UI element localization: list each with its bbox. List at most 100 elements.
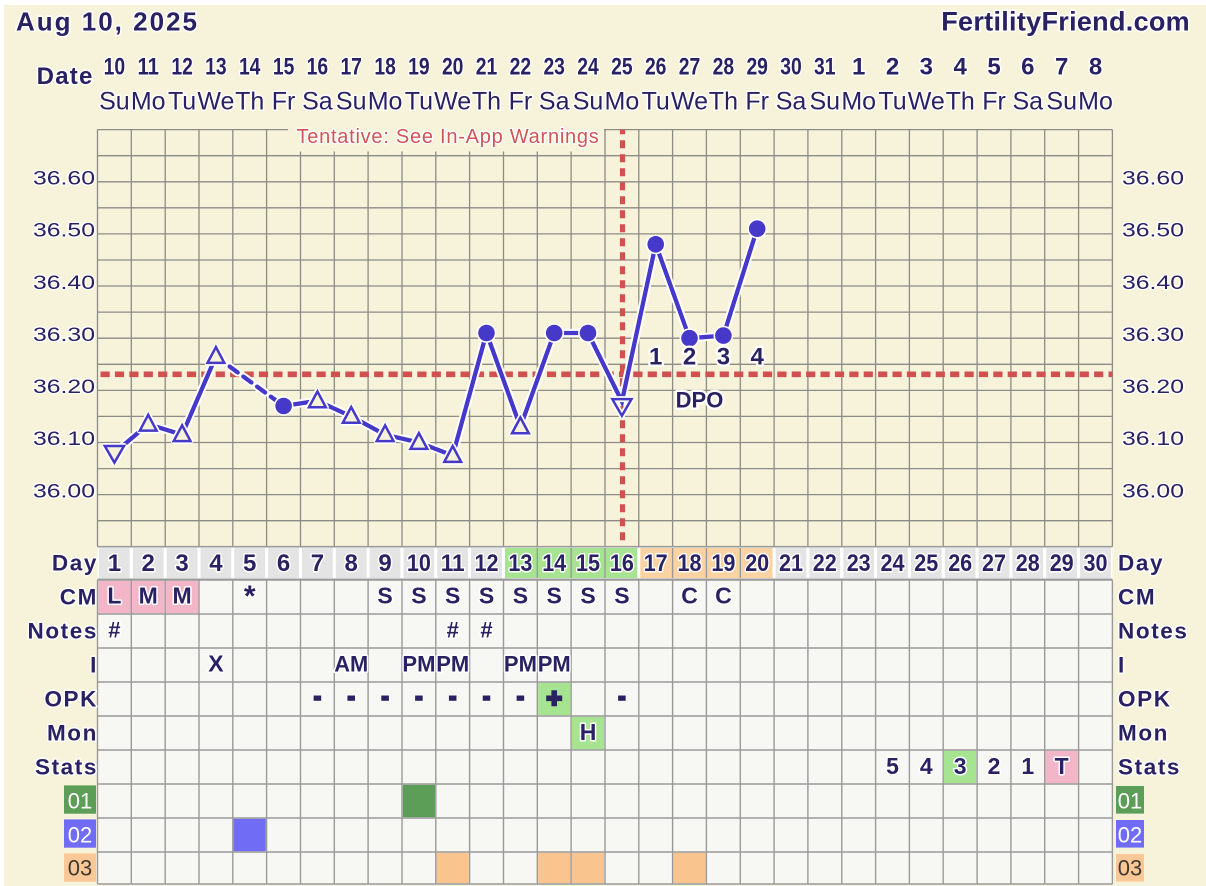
svg-text:21: 21 bbox=[476, 54, 498, 81]
svg-text:25: 25 bbox=[611, 54, 633, 81]
svg-text:PM: PM bbox=[504, 652, 537, 677]
svg-text:16: 16 bbox=[610, 550, 634, 577]
svg-text:T: T bbox=[1055, 753, 1069, 779]
svg-text:Sa: Sa bbox=[1013, 88, 1044, 116]
svg-text:28: 28 bbox=[1016, 550, 1040, 577]
svg-text:18: 18 bbox=[374, 54, 396, 81]
svg-text:10: 10 bbox=[407, 550, 431, 577]
svg-text:25: 25 bbox=[914, 550, 938, 577]
svg-text:Date: Date bbox=[37, 63, 94, 90]
svg-text:L: L bbox=[107, 583, 121, 609]
svg-text:14: 14 bbox=[239, 54, 261, 81]
svg-text:01: 01 bbox=[1118, 789, 1142, 814]
svg-text:36.60: 36.60 bbox=[33, 167, 95, 189]
svg-text:Fr: Fr bbox=[745, 88, 769, 116]
svg-text:Th: Th bbox=[709, 88, 738, 116]
svg-text:Su: Su bbox=[810, 88, 841, 116]
svg-text:24: 24 bbox=[881, 550, 906, 577]
svg-text:15: 15 bbox=[273, 54, 295, 81]
svg-text:We: We bbox=[197, 88, 234, 116]
svg-text:DPO: DPO bbox=[676, 388, 724, 413]
svg-text:29: 29 bbox=[1050, 550, 1074, 577]
svg-text:4: 4 bbox=[751, 344, 765, 371]
svg-text:Day: Day bbox=[1118, 551, 1164, 576]
svg-text:Mon: Mon bbox=[1118, 721, 1169, 746]
svg-text:4: 4 bbox=[209, 550, 223, 577]
svg-text:36.00: 36.00 bbox=[1122, 480, 1184, 502]
svg-text:10: 10 bbox=[104, 54, 126, 81]
svg-text:Mon: Mon bbox=[47, 721, 98, 746]
svg-text:30: 30 bbox=[1084, 550, 1108, 577]
svg-text:12: 12 bbox=[475, 550, 499, 577]
svg-text:8: 8 bbox=[1089, 54, 1102, 81]
svg-text:8: 8 bbox=[345, 550, 358, 577]
svg-text:13: 13 bbox=[508, 550, 532, 577]
svg-text:36.40: 36.40 bbox=[1122, 272, 1184, 294]
svg-text:S: S bbox=[580, 583, 595, 609]
svg-text:M: M bbox=[139, 583, 158, 609]
svg-text:3: 3 bbox=[717, 344, 730, 371]
svg-text:S: S bbox=[411, 583, 426, 609]
svg-text:9: 9 bbox=[378, 550, 391, 577]
svg-text:21: 21 bbox=[779, 550, 803, 577]
svg-text:26: 26 bbox=[645, 54, 667, 81]
svg-text:S: S bbox=[479, 583, 494, 609]
svg-text:Tu: Tu bbox=[168, 88, 196, 116]
svg-text:11: 11 bbox=[137, 54, 159, 81]
svg-text:5: 5 bbox=[987, 54, 1000, 81]
svg-text:Mo: Mo bbox=[131, 88, 166, 116]
svg-text:1: 1 bbox=[1021, 753, 1034, 779]
svg-text:28: 28 bbox=[713, 54, 735, 81]
svg-text:Sa: Sa bbox=[539, 88, 570, 116]
svg-text:Su: Su bbox=[1046, 88, 1077, 116]
svg-text:Day: Day bbox=[52, 551, 98, 576]
svg-text:C: C bbox=[681, 583, 698, 609]
svg-text:01: 01 bbox=[68, 789, 92, 814]
svg-text:S: S bbox=[547, 583, 562, 609]
svg-text:Tu: Tu bbox=[405, 88, 433, 116]
svg-text:36.40: 36.40 bbox=[33, 272, 95, 294]
svg-text:22: 22 bbox=[813, 550, 837, 577]
svg-text:17: 17 bbox=[340, 54, 362, 81]
svg-text:Th: Th bbox=[946, 88, 975, 116]
svg-text:3: 3 bbox=[954, 753, 967, 779]
svg-text:31: 31 bbox=[814, 54, 836, 81]
svg-text:1: 1 bbox=[649, 344, 662, 371]
svg-text:3: 3 bbox=[175, 550, 188, 577]
svg-text:36.20: 36.20 bbox=[33, 376, 95, 398]
svg-text:3: 3 bbox=[920, 54, 933, 81]
svg-text:Su: Su bbox=[336, 88, 367, 116]
svg-text:20: 20 bbox=[442, 54, 464, 81]
svg-text:36.50: 36.50 bbox=[1122, 220, 1184, 242]
svg-text:Sa: Sa bbox=[302, 88, 333, 116]
svg-text:6: 6 bbox=[1021, 54, 1034, 81]
svg-text:02: 02 bbox=[68, 823, 92, 848]
svg-text:15: 15 bbox=[576, 550, 600, 577]
svg-text:36.30: 36.30 bbox=[1122, 324, 1184, 346]
svg-text:5: 5 bbox=[243, 550, 256, 577]
svg-text:2: 2 bbox=[142, 550, 155, 577]
svg-text:7: 7 bbox=[1055, 54, 1068, 81]
svg-text:Fr: Fr bbox=[272, 88, 296, 116]
svg-text:26: 26 bbox=[948, 550, 972, 577]
svg-text:1: 1 bbox=[852, 54, 865, 81]
svg-text:H: H bbox=[580, 719, 597, 745]
svg-text:#: # bbox=[480, 618, 492, 643]
svg-text:OPK: OPK bbox=[1118, 687, 1172, 712]
svg-text:Mo: Mo bbox=[1078, 88, 1113, 116]
svg-text:24: 24 bbox=[577, 54, 599, 81]
svg-text:13: 13 bbox=[205, 54, 227, 81]
svg-text:4: 4 bbox=[954, 54, 968, 81]
svg-text:18: 18 bbox=[678, 550, 702, 577]
svg-text:17: 17 bbox=[644, 550, 668, 577]
svg-text:Mo: Mo bbox=[368, 88, 403, 116]
svg-text:#: # bbox=[108, 618, 120, 643]
svg-text:Tentative: See In-App Warnings: Tentative: See In-App Warnings bbox=[296, 126, 599, 148]
svg-text:03: 03 bbox=[1118, 856, 1142, 881]
svg-text:S: S bbox=[445, 583, 460, 609]
svg-text:14: 14 bbox=[542, 550, 567, 577]
svg-text:*: * bbox=[244, 580, 256, 613]
svg-text:Tu: Tu bbox=[642, 88, 670, 116]
svg-text:I: I bbox=[1118, 653, 1126, 678]
svg-text:16: 16 bbox=[307, 54, 329, 81]
